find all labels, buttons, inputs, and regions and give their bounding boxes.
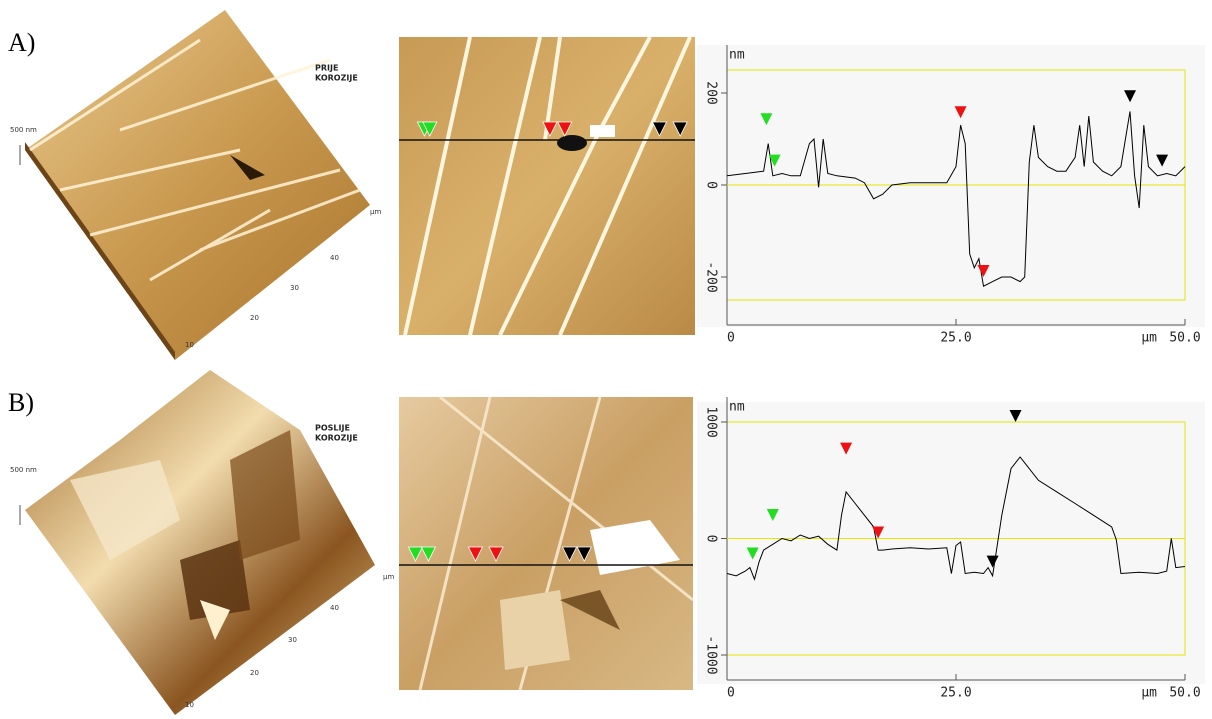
y-tick-label: 1000 xyxy=(704,406,719,437)
image-marker xyxy=(542,121,558,137)
y-tick-label: 0 xyxy=(704,535,719,543)
afm-tick: 20 xyxy=(250,669,259,677)
x-unit: µm xyxy=(1141,331,1157,346)
x-tick-label: 25.0 xyxy=(940,331,971,346)
cursor-marker xyxy=(1156,154,1169,167)
y-tick-label: 0 xyxy=(704,181,719,189)
y-tick-label: -1000 xyxy=(704,635,719,674)
afm-tick: 30 xyxy=(290,284,299,292)
cursor-marker xyxy=(746,547,759,560)
cursor-marker xyxy=(872,526,885,539)
cursor-marker xyxy=(954,106,967,119)
profile-bg xyxy=(697,402,1205,684)
x-tick-label: 0 xyxy=(727,686,735,701)
cursor-marker xyxy=(768,154,781,167)
afm-3d-a xyxy=(19,10,370,360)
profile-line xyxy=(726,111,1186,287)
afm-unit: µm xyxy=(370,208,381,216)
x-tick-label: 0 xyxy=(727,331,735,346)
afm-scale: 500 nm xyxy=(10,466,37,474)
x-unit: µm xyxy=(1141,686,1157,701)
afm-tick: 30 xyxy=(288,636,297,644)
afm-tick: 40 xyxy=(330,254,339,262)
x-tick-label: 50.0 xyxy=(1169,686,1200,701)
panel-label: B) xyxy=(8,388,34,417)
afm-3d-b xyxy=(19,370,375,715)
y-tick-label: -200 xyxy=(704,261,719,292)
cursor-marker xyxy=(760,113,773,126)
y-unit: nm xyxy=(729,48,745,63)
profile-bg xyxy=(697,45,1205,327)
panel-label: A) xyxy=(8,28,35,57)
y-unit: nm xyxy=(729,400,745,415)
image-marker xyxy=(561,546,578,562)
afm-tick: 20 xyxy=(250,314,259,322)
image-marker xyxy=(672,121,688,137)
x-tick-label: 50.0 xyxy=(1169,331,1200,346)
afm-tick: 40 xyxy=(330,604,339,612)
image-marker xyxy=(420,546,437,562)
cursor-marker xyxy=(977,265,990,277)
afm-tick: 10 xyxy=(185,701,194,709)
image-marker xyxy=(651,121,668,137)
afm-image-a xyxy=(399,36,695,336)
afm-image-b xyxy=(399,395,694,691)
cursor-marker xyxy=(986,555,999,568)
image-marker xyxy=(488,546,504,562)
cursor-marker xyxy=(766,509,779,522)
image-marker xyxy=(467,546,484,562)
afm-caption: KOROZIJE xyxy=(315,434,358,443)
x-tick-label: 25.0 xyxy=(940,686,971,701)
profile-line xyxy=(726,456,1186,581)
cursor-marker xyxy=(1124,90,1137,103)
image-marker xyxy=(557,121,573,137)
afm-caption: KOROZIJE xyxy=(315,74,358,83)
afm-caption: POSLIJE xyxy=(315,424,350,433)
image-marker xyxy=(422,121,438,137)
afm-tick: 10 xyxy=(185,341,194,349)
image-marker xyxy=(576,546,592,562)
y-tick-label: 200 xyxy=(704,81,719,104)
cursor-marker xyxy=(1009,410,1022,422)
afm-caption: PRIJE xyxy=(315,64,338,73)
afm-unit: µm xyxy=(383,573,394,581)
image-marker xyxy=(407,546,424,562)
afm-scale: 500 nm xyxy=(10,126,37,134)
cursor-marker xyxy=(840,442,853,455)
